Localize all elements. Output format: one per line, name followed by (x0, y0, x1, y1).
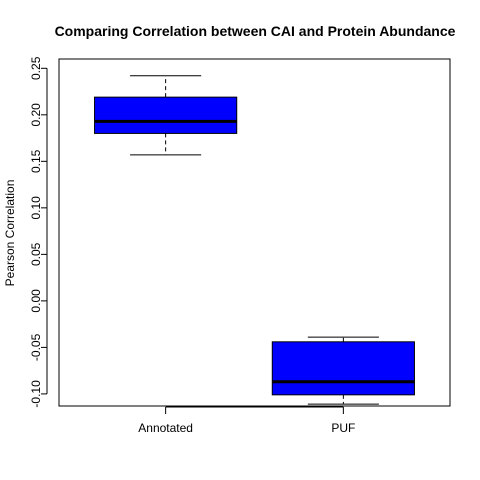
y-tick-label: 0.15 (29, 149, 43, 173)
iqr-box (95, 97, 237, 133)
box-puf (272, 337, 414, 404)
chart-title: Comparing Correlation between CAI and Pr… (55, 23, 456, 39)
y-axis: -0.10 -0.05 0.00 0.05 0.10 0.15 0.20 0.25 (29, 56, 47, 407)
y-tick-label: -0.10 (29, 380, 43, 408)
y-tick-label: 0.00 (29, 289, 43, 313)
box-annotated (95, 76, 237, 155)
y-tick-label: 0.25 (29, 56, 43, 80)
y-tick-label: -0.05 (29, 333, 43, 361)
y-tick-label: 0.10 (29, 196, 43, 220)
y-tick-label: 0.05 (29, 242, 43, 266)
boxes (95, 76, 415, 404)
iqr-box (272, 342, 414, 395)
y-tick-label: 0.20 (29, 103, 43, 127)
x-axis: Annotated PUF (138, 407, 355, 435)
y-axis-label: Pearson Correlation (3, 180, 17, 287)
x-tick-label: Annotated (138, 421, 193, 435)
x-tick-label: PUF (331, 421, 355, 435)
